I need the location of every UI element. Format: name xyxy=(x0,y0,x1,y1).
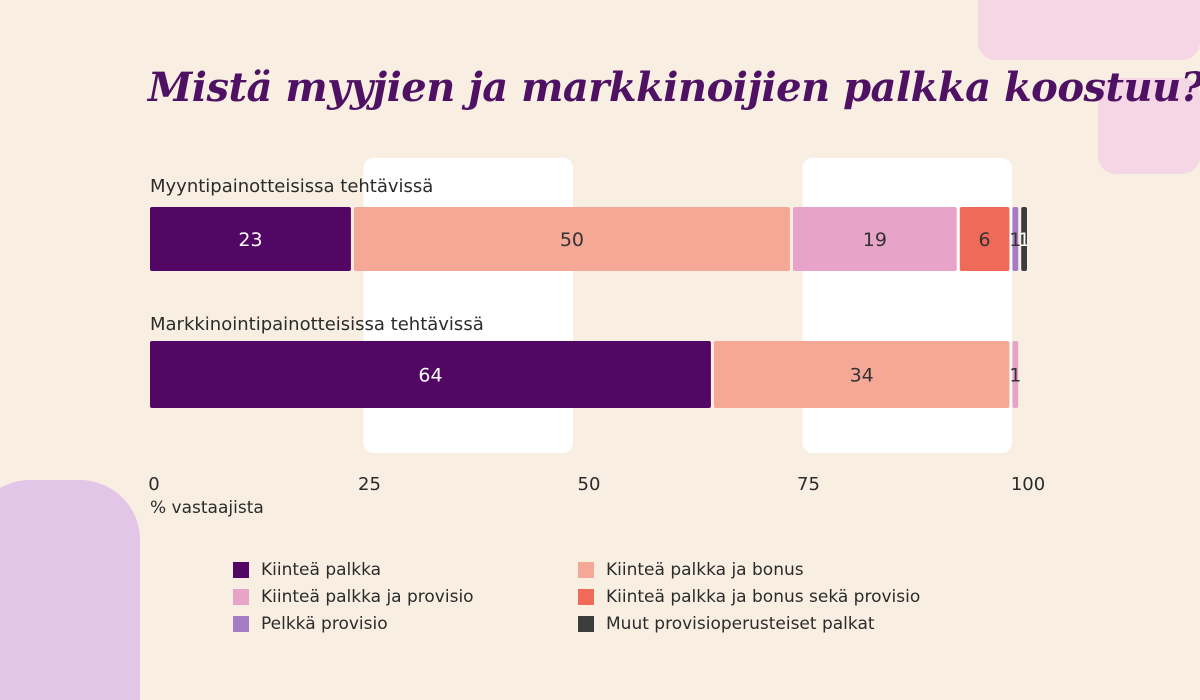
bar-segment xyxy=(150,341,711,408)
data-label: 50 xyxy=(560,229,584,251)
decor-shape xyxy=(978,0,1200,60)
decor-shape xyxy=(0,480,140,700)
data-label: 34 xyxy=(850,365,874,387)
legend-item: Pelkkä provisio xyxy=(233,614,578,634)
data-label: 64 xyxy=(418,365,442,387)
bar-segment xyxy=(959,207,1010,271)
decor-shape xyxy=(1098,78,1200,174)
legend-swatch xyxy=(233,589,249,605)
data-label: 1 xyxy=(1018,229,1030,251)
legend-item: Kiinteä palkka xyxy=(233,560,578,580)
x-tick-label: 75 xyxy=(797,474,820,495)
legend-label: Pelkkä provisio xyxy=(261,614,388,634)
legend-swatch xyxy=(233,562,249,578)
legend: Kiinteä palkka Kiinteä palkka ja bonus Kii… xyxy=(233,560,993,634)
data-label: 19 xyxy=(863,229,887,251)
x-tick-label: 50 xyxy=(578,474,601,495)
bar-segment xyxy=(1021,207,1027,271)
data-label: 6 xyxy=(979,229,991,251)
legend-swatch xyxy=(578,589,594,605)
legend-label: Kiinteä palkka xyxy=(261,560,382,580)
legend-label: Muut provisioperusteiset palkat xyxy=(606,614,875,634)
category-label: Myyntipainotteisissa tehtävissä xyxy=(150,176,433,197)
legend-swatch xyxy=(578,562,594,578)
data-label: 23 xyxy=(238,229,262,251)
bar-segment xyxy=(713,341,1010,408)
bar-segment xyxy=(150,207,351,271)
x-tick-label: 100 xyxy=(1011,474,1045,495)
bar-segment xyxy=(1012,207,1019,271)
x-axis-label: % vastaajista xyxy=(150,498,264,518)
chart-title: Mistä myyjien ja markkinoijien palkka ko… xyxy=(148,64,1200,111)
grid-band xyxy=(363,158,573,453)
legend-swatch xyxy=(233,616,249,632)
bar-segment xyxy=(1012,341,1019,408)
legend-item: Kiinteä palkka ja provisio xyxy=(233,587,578,607)
bar-segment xyxy=(353,207,790,271)
bar-segment xyxy=(792,207,957,271)
legend-item: Muut provisioperusteiset palkat xyxy=(578,614,958,634)
legend-label: Kiinteä palkka ja bonus xyxy=(606,560,804,580)
legend-item: Kiinteä palkka ja bonus xyxy=(578,560,958,580)
x-tick-label: 0 xyxy=(148,474,159,495)
legend-label: Kiinteä palkka ja bonus sekä provisio xyxy=(606,587,921,607)
grid-band xyxy=(802,158,1012,453)
legend-item: Kiinteä palkka ja bonus sekä provisio xyxy=(578,587,958,607)
data-label: 1 xyxy=(1009,365,1021,387)
data-label: 1 xyxy=(1009,229,1021,251)
x-tick-label: 25 xyxy=(358,474,381,495)
legend-label: Kiinteä palkka ja provisio xyxy=(261,587,474,607)
legend-swatch xyxy=(578,616,594,632)
category-label: Markkinointipainotteisissa tehtävissä xyxy=(150,314,484,335)
